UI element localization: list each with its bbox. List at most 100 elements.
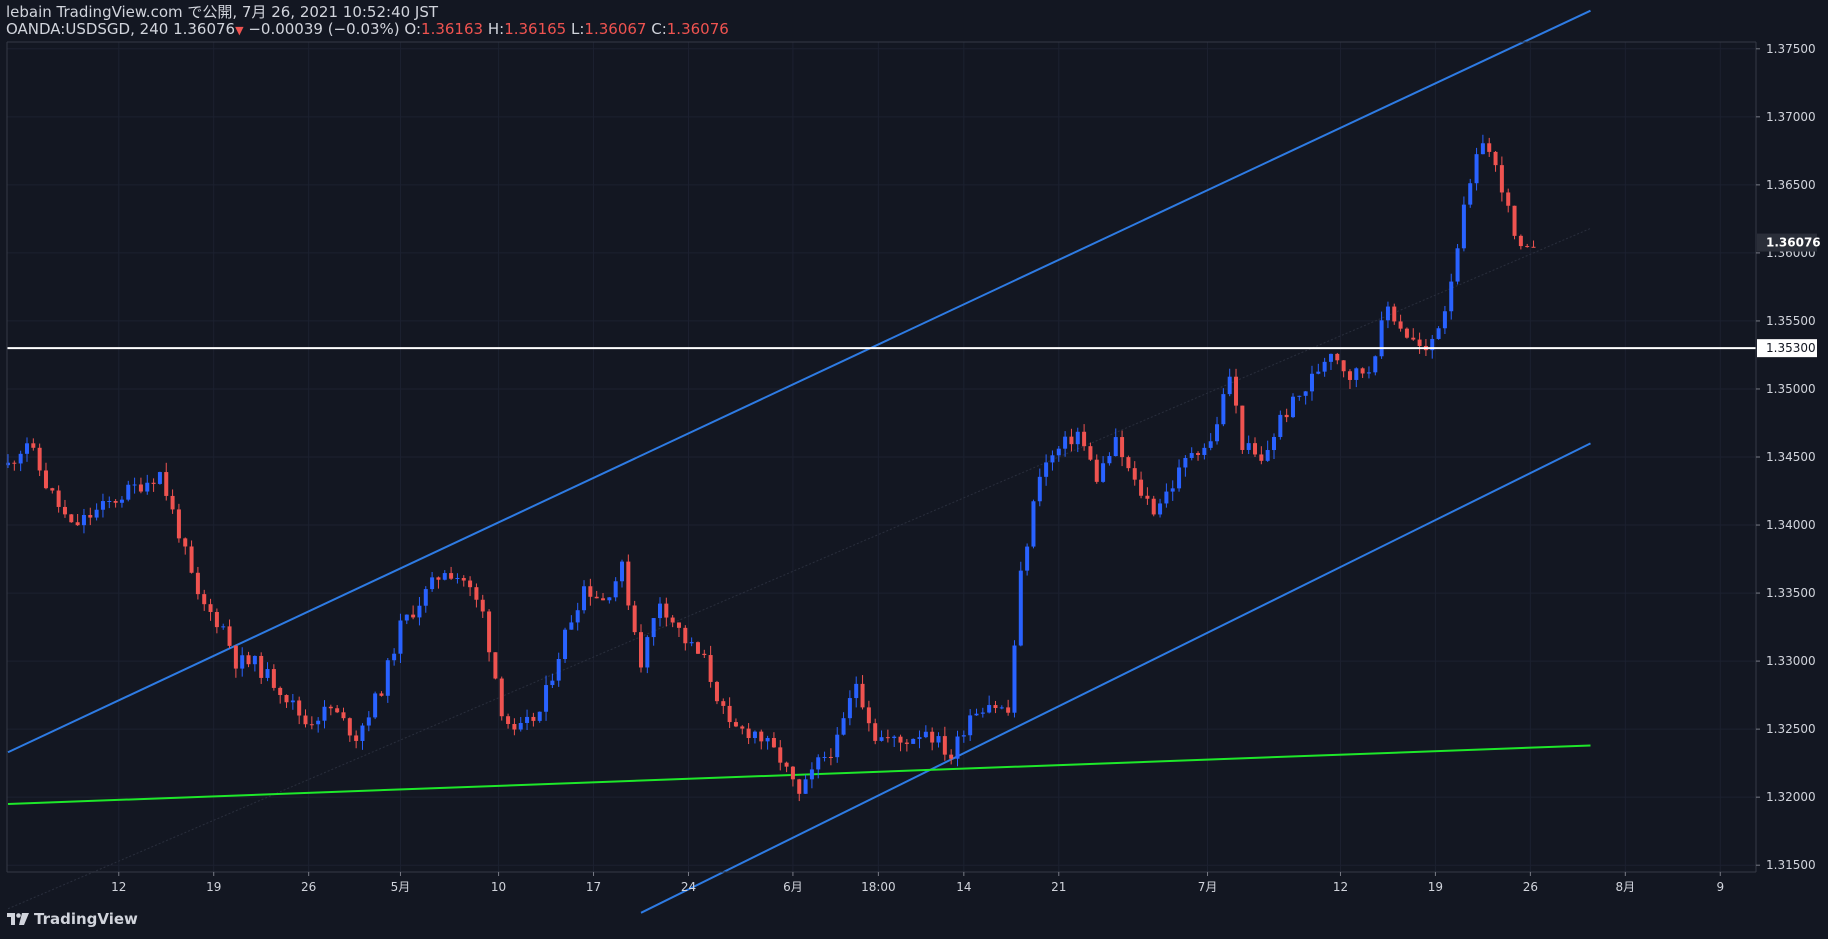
candle-body [208,604,213,612]
candle-body [366,717,371,726]
candle-body [1347,371,1352,380]
candle-body [550,680,555,686]
candle-body [88,515,93,518]
candle-body [1132,468,1137,480]
candle-body [1468,183,1473,205]
candle-body [1082,431,1087,447]
time-tick-label: 21 [1051,880,1066,894]
candle-body [860,683,865,708]
candle-body [1012,645,1017,713]
tradingview-logo[interactable]: TradingView [6,910,138,928]
candle-body [322,706,327,721]
candle-body [436,577,441,580]
candle-body [1499,165,1504,193]
candle-body [1272,436,1276,451]
candle-body [404,614,409,621]
candle-body [385,660,390,696]
candle-body [1474,154,1479,184]
candle-body [961,735,966,737]
price-axis[interactable]: 1.375001.370001.365001.360001.355001.350… [1756,42,1816,872]
candle-body [980,712,985,714]
candle-body [1461,204,1466,249]
candle-body [999,707,1004,709]
price-tick-label: 1.34500 [1766,450,1816,464]
candle-body [461,578,466,581]
candle-body [100,501,105,510]
trend-lines[interactable] [7,9,1591,914]
middle-channel-line[interactable] [7,227,1591,910]
time-tick-label: 26 [301,880,316,894]
candle-body [1177,467,1182,489]
candle-body [354,735,359,741]
candle-body [284,695,289,703]
candle-body [556,658,561,681]
tradingview-logo-icon [7,913,29,925]
candle-body [1455,248,1460,282]
time-tick-label: 14 [956,880,971,894]
candle-body [1265,450,1270,461]
candle-body [835,734,840,758]
time-tick-label: 9 [1716,880,1724,894]
ohlc-line: OANDA:USDSGD, 240 1.36076▼ −0.00039 (−0.… [6,21,729,39]
candle-body [1208,441,1213,448]
candle-body [879,737,884,741]
time-tick-label: 26 [1523,880,1538,894]
candle-body [1290,396,1295,418]
candle-body [1436,328,1441,339]
candle-body [43,470,48,489]
candle-body [37,447,42,471]
candle-body [411,614,416,618]
last-price: 1.36076 [173,20,236,38]
candle-body [398,620,403,654]
time-tick-label: 17 [586,880,601,894]
low-value: 1.36067 [584,20,647,38]
candle-body [468,580,473,588]
chart-grid [7,42,1756,872]
candle-body [164,472,169,496]
candle-body [126,484,131,500]
candle-body [923,731,928,738]
time-tick-label: 6月 [783,880,803,894]
candle-body [695,642,700,654]
candle-body [246,655,251,665]
candle-body [1170,488,1175,492]
lower-channel-line[interactable] [640,442,1591,914]
time-axis[interactable]: 12 19 26 5月 10 17 24 6月 18:00 14 21 7月 12 19 26 8月 9 [111,872,1724,894]
candle-body [544,685,549,712]
candle-body [430,577,435,590]
candle-body [657,603,662,619]
time-tick-label: 12 [111,880,126,894]
open-label: O: [404,20,422,38]
candle-body [1442,311,1447,329]
candle-body [803,779,808,794]
candle-body [455,578,460,580]
candle-body [1050,455,1055,463]
candle-body [506,716,511,724]
candle-body [1531,246,1536,248]
candle-body [765,737,770,742]
candle-body [480,599,485,612]
candle-body [221,626,226,628]
candle-body [676,622,681,628]
symbol-label[interactable]: OANDA:USDSGD, 240 [6,20,169,38]
candle-body [1018,570,1023,646]
candle-body [828,756,833,758]
high-value: 1.36165 [504,20,567,38]
candle-body [790,766,795,780]
candle-body [613,581,618,598]
support-line[interactable] [7,744,1591,805]
candle-body [797,779,802,794]
upper-channel-line[interactable] [7,9,1591,754]
candle-body [265,669,270,678]
candlestick-series [6,134,1536,802]
time-tick-label: 19 [1428,880,1443,894]
candle-body [930,731,935,743]
candle-body [240,655,245,669]
close-value: 1.36076 [666,20,729,38]
candle-body [1404,328,1409,338]
candle-body [632,605,637,633]
candle-body [537,711,542,721]
candle-body [132,484,137,486]
candle-body [1196,453,1201,455]
